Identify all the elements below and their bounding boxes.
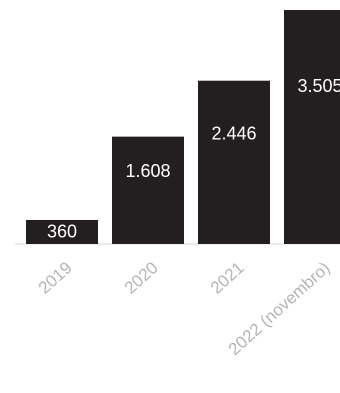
bar-2021 xyxy=(198,80,270,244)
x-tick-label-2019: 2019 xyxy=(35,258,76,297)
bar-2020 xyxy=(112,136,184,244)
value-label-2021: 2.446 xyxy=(211,123,256,143)
bar-2019 xyxy=(26,219,98,244)
value-labels-layer: 360 1.608 2.446 3.505 xyxy=(47,76,340,242)
value-label-2019: 360 xyxy=(47,222,77,242)
value-label-2020: 1.608 xyxy=(125,161,170,181)
x-tick-label-2020: 2020 xyxy=(121,258,162,297)
x-tick-label-2021: 2021 xyxy=(207,258,248,297)
value-label-2022: 3.505 xyxy=(297,76,340,96)
bar-2022 xyxy=(284,10,340,244)
bars-layer xyxy=(26,10,340,244)
